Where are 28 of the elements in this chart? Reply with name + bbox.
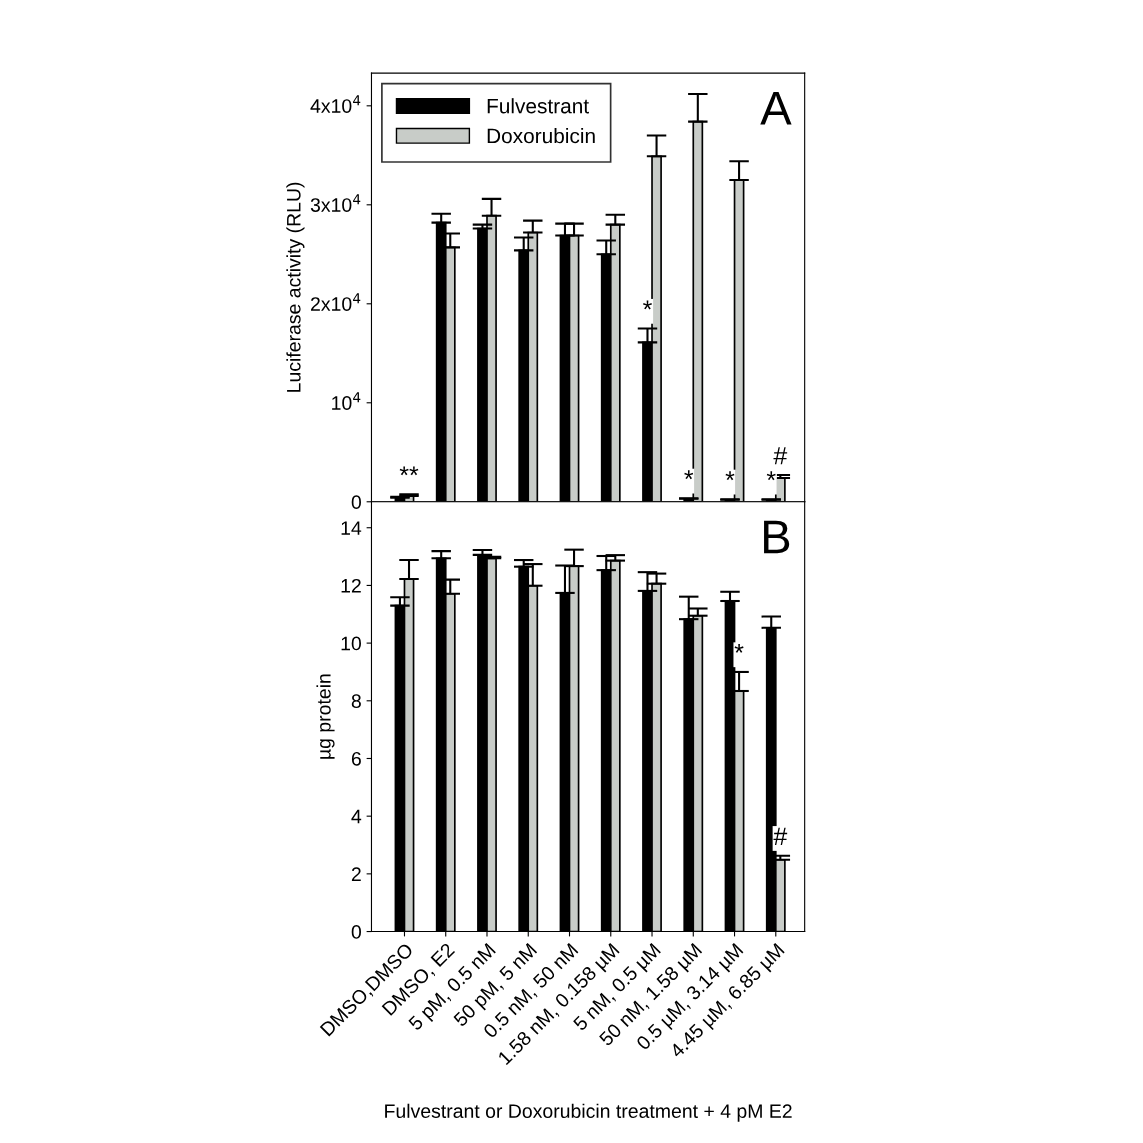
legend-label: Fulvestrant bbox=[487, 98, 589, 114]
y-tick-label: 4x10$^{4}$ bbox=[310, 95, 361, 113]
x-axis-title: Fulvestrant or Doxorubicin treatment + 4 pM E2 bbox=[385, 1103, 792, 1122]
y-axis-title: Luciferase activity (RLU) bbox=[286, 182, 305, 392]
y-tick-label: 10$^{4}$ bbox=[332, 392, 361, 410]
y-axis-title: µg protein bbox=[316, 674, 335, 759]
y-tick-label: 8 bbox=[351, 694, 361, 709]
annotation: # bbox=[773, 827, 788, 845]
y-tick-label: 2 bbox=[351, 867, 361, 881]
annotation: * bbox=[766, 471, 776, 481]
annotation: ** bbox=[399, 466, 419, 476]
y-tick-label: 12 bbox=[341, 578, 361, 593]
annotation: A bbox=[760, 92, 792, 125]
annotation: * bbox=[643, 300, 652, 310]
y-tick-label: 4 bbox=[351, 809, 362, 824]
annotation: * bbox=[734, 644, 744, 653]
y-tick-label: 10 bbox=[341, 636, 361, 651]
y-tick-label: 0 bbox=[351, 925, 361, 939]
annotation: # bbox=[773, 447, 788, 465]
y-tick-label: 14 bbox=[341, 521, 362, 535]
legend-label: Doxorubicin bbox=[487, 127, 595, 144]
y-tick-label: 6 bbox=[351, 751, 361, 766]
annotation: B bbox=[764, 520, 790, 554]
annotation: * bbox=[684, 470, 694, 480]
annotation: * bbox=[725, 471, 735, 481]
y-tick-label: 2x10$^{4}$ bbox=[311, 293, 361, 311]
y-tick-label: 3x10$^{4}$ bbox=[310, 194, 361, 212]
y-tick-label: 0 bbox=[351, 495, 361, 510]
